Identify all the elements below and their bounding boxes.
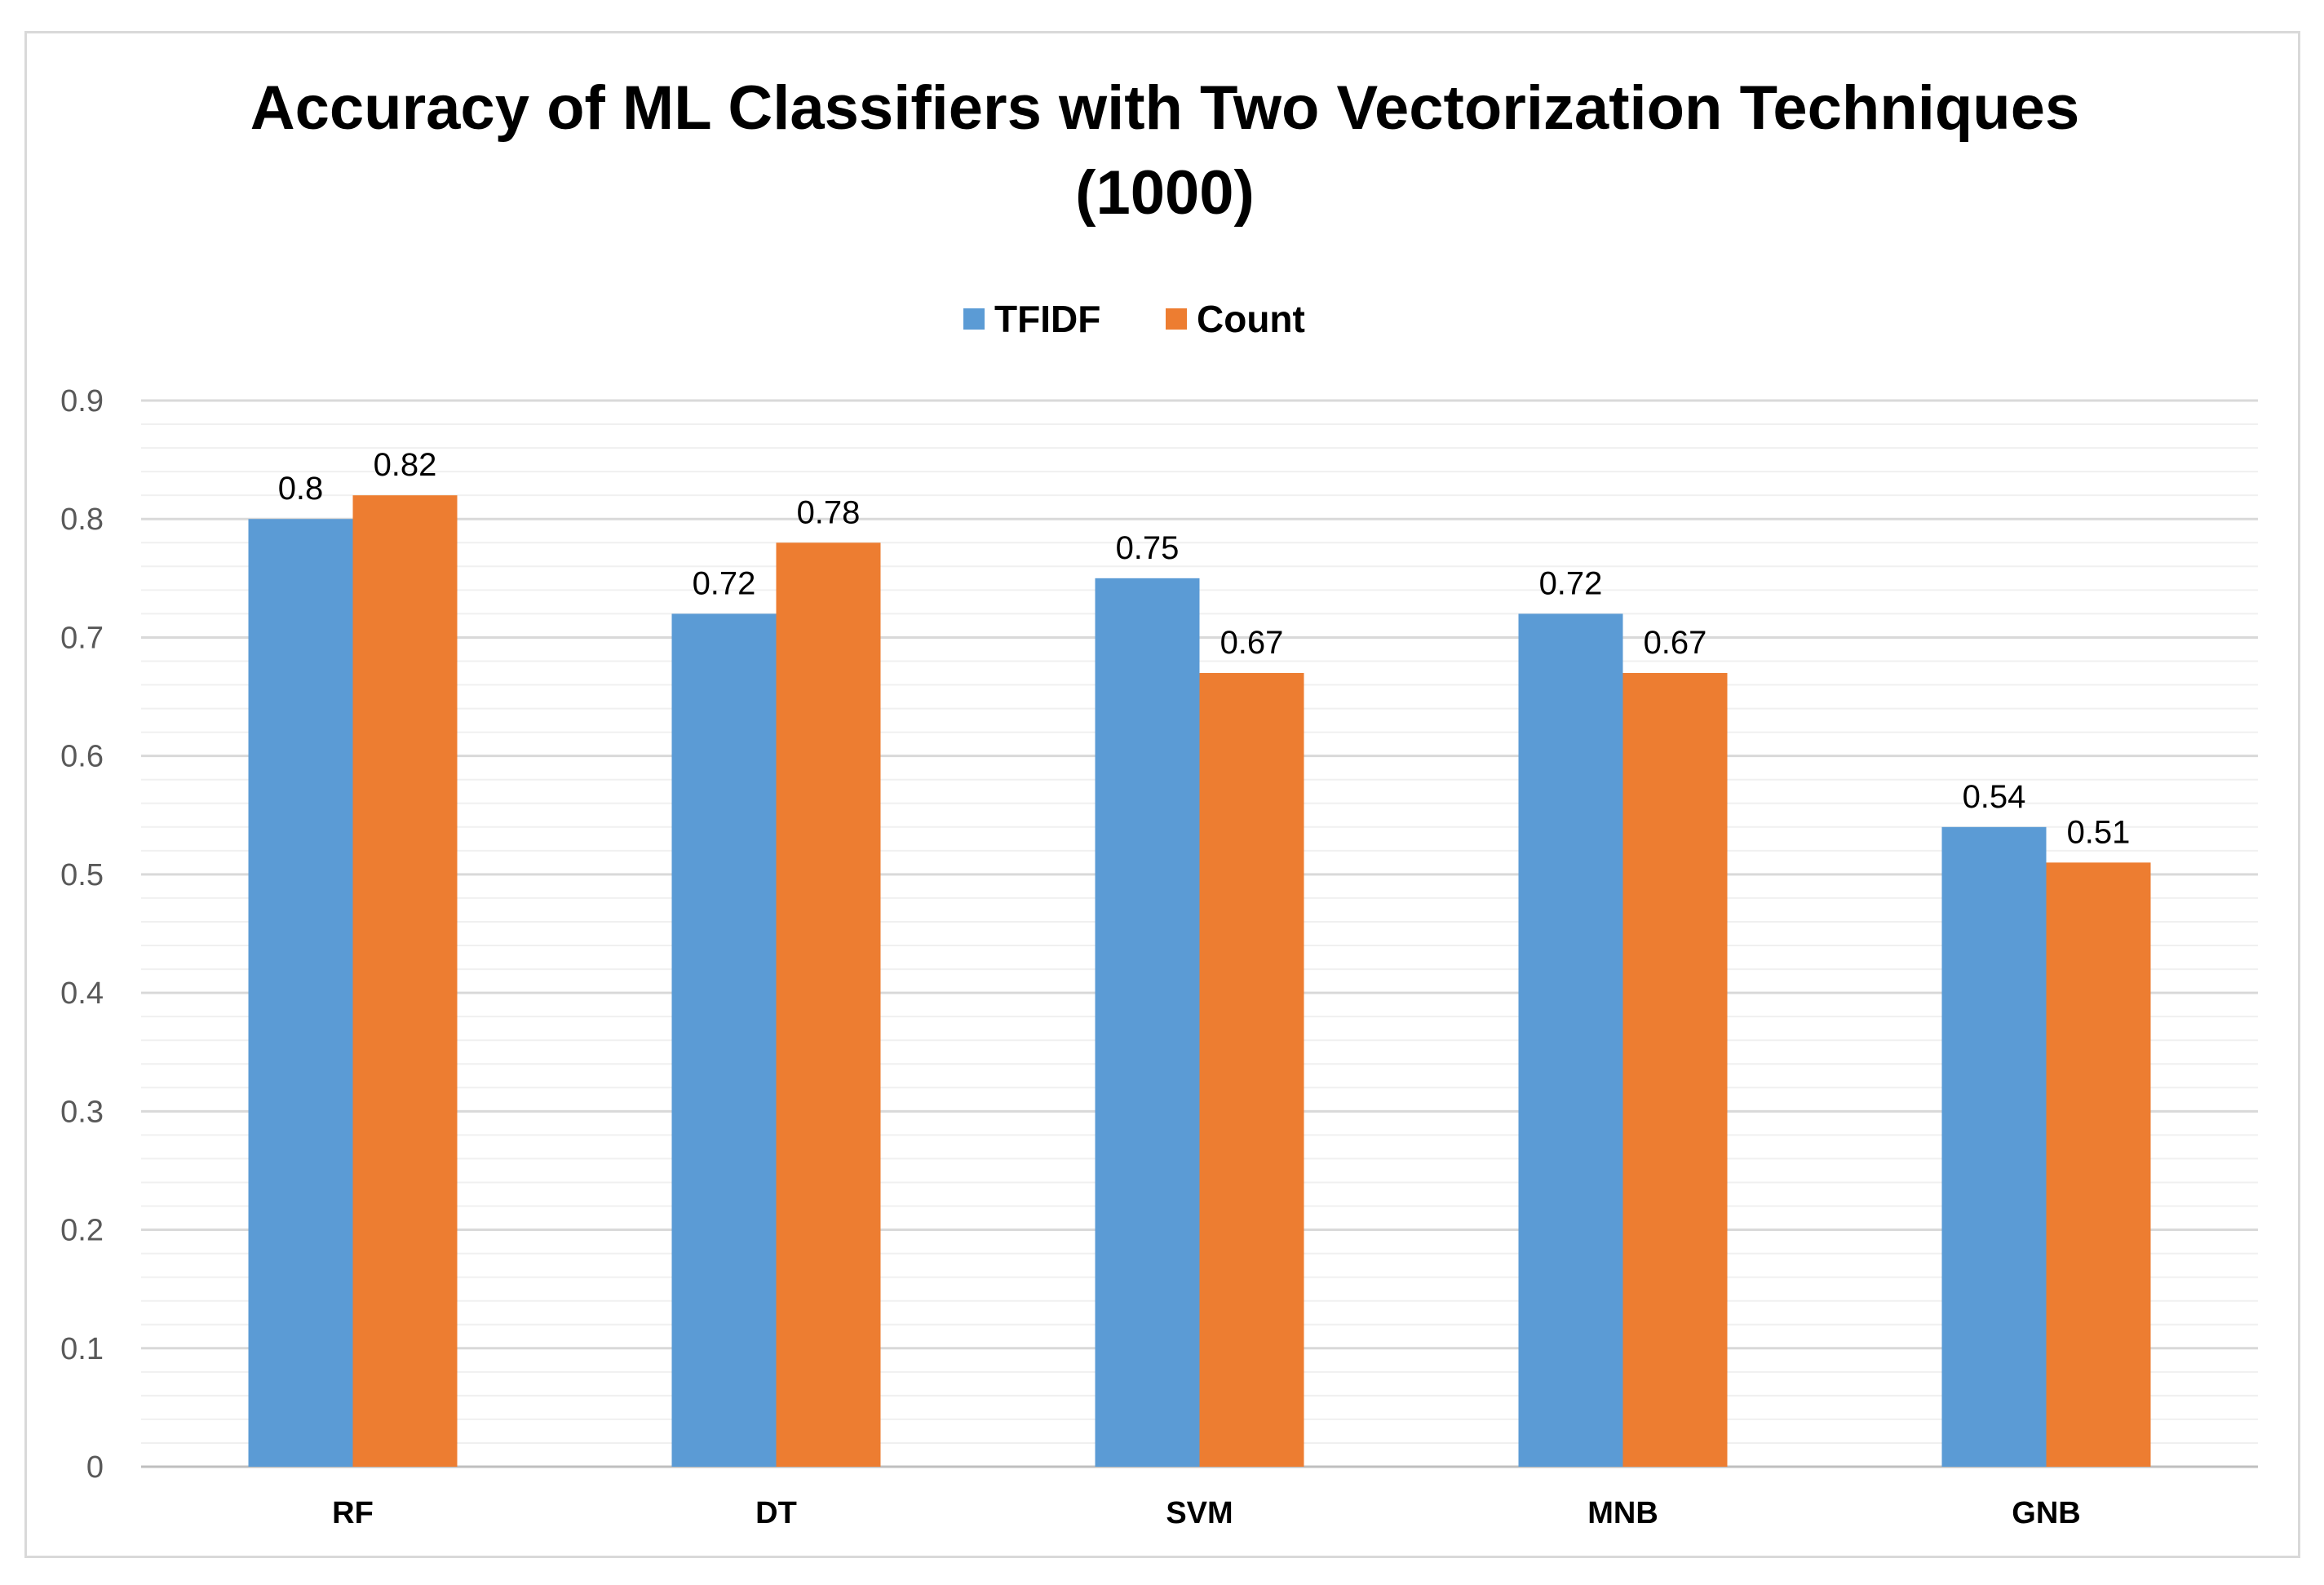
data-label-count-mnb: 0.67 bbox=[1644, 625, 1707, 661]
y-tick-label: 0.3 bbox=[60, 1095, 104, 1129]
bars bbox=[248, 495, 2151, 1468]
data-label-tfidf-svm: 0.75 bbox=[1116, 530, 1180, 566]
x-category-label: RF bbox=[332, 1496, 374, 1530]
y-tick-label: 0.1 bbox=[60, 1332, 104, 1366]
bar-tfidf-svm bbox=[1095, 578, 1200, 1468]
x-category-label: DT bbox=[755, 1496, 797, 1530]
y-tick-label: 0.2 bbox=[60, 1214, 104, 1248]
bar-tfidf-rf bbox=[248, 519, 353, 1468]
bar-count-dt bbox=[776, 542, 881, 1468]
y-axis-ticks: 0 0.1 0.2 0.3 0.4 0.5 0.6 0.7 0.8 0.9 bbox=[60, 384, 104, 1485]
bar-count-svm bbox=[1199, 673, 1304, 1467]
data-label-count-rf: 0.82 bbox=[374, 447, 437, 483]
data-label-tfidf-rf: 0.8 bbox=[278, 471, 324, 507]
x-axis-categories: RF DT SVM MNB GNB bbox=[332, 1496, 2081, 1530]
chart-title-line-2: (1000) bbox=[1075, 158, 1255, 228]
y-tick-label: 0.9 bbox=[60, 384, 104, 418]
x-category-label: MNB bbox=[1587, 1496, 1658, 1530]
data-label-count-dt: 0.78 bbox=[797, 494, 861, 530]
data-labels: 0.8 0.82 0.72 0.78 0.75 0.67 0.72 0.67 0.54 0.51 bbox=[278, 447, 2131, 850]
chart-title-line-1: Accuracy of ML Classifiers with Two Vect… bbox=[250, 73, 2080, 143]
bar-tfidf-mnb bbox=[1518, 613, 1623, 1467]
data-label-tfidf-gnb: 0.54 bbox=[1963, 779, 2026, 815]
data-label-tfidf-dt: 0.72 bbox=[693, 565, 756, 601]
legend-swatch-tfidf bbox=[963, 308, 985, 330]
chart-frame: Accuracy of ML Classifiers with Two Vect… bbox=[24, 31, 2300, 1558]
bar-tfidf-gnb bbox=[1941, 826, 2047, 1467]
y-tick-label: 0.6 bbox=[60, 740, 104, 774]
bar-count-rf bbox=[352, 495, 458, 1468]
bar-count-mnb bbox=[1622, 673, 1728, 1467]
chart-svg: Accuracy of ML Classifiers with Two Vect… bbox=[60, 73, 2258, 1530]
data-label-count-gnb: 0.51 bbox=[2067, 814, 2131, 850]
legend-label-count: Count bbox=[1197, 298, 1305, 340]
data-label-count-svm: 0.67 bbox=[1220, 625, 1284, 661]
y-tick-label: 0 bbox=[86, 1450, 104, 1485]
y-tick-label: 0.4 bbox=[60, 976, 104, 1011]
y-tick-label: 0.5 bbox=[60, 858, 104, 892]
bar-tfidf-dt bbox=[671, 613, 777, 1467]
bar-count-gnb bbox=[2046, 862, 2151, 1467]
legend-swatch-count bbox=[1166, 308, 1187, 330]
x-category-label: SVM bbox=[1166, 1496, 1233, 1530]
data-label-tfidf-mnb: 0.72 bbox=[1539, 565, 1603, 601]
y-tick-label: 0.7 bbox=[60, 621, 104, 655]
x-category-label: GNB bbox=[2012, 1496, 2080, 1530]
legend: TFIDF Count bbox=[963, 298, 1305, 340]
legend-label-tfidf: TFIDF bbox=[994, 298, 1100, 340]
y-tick-label: 0.8 bbox=[60, 503, 104, 537]
